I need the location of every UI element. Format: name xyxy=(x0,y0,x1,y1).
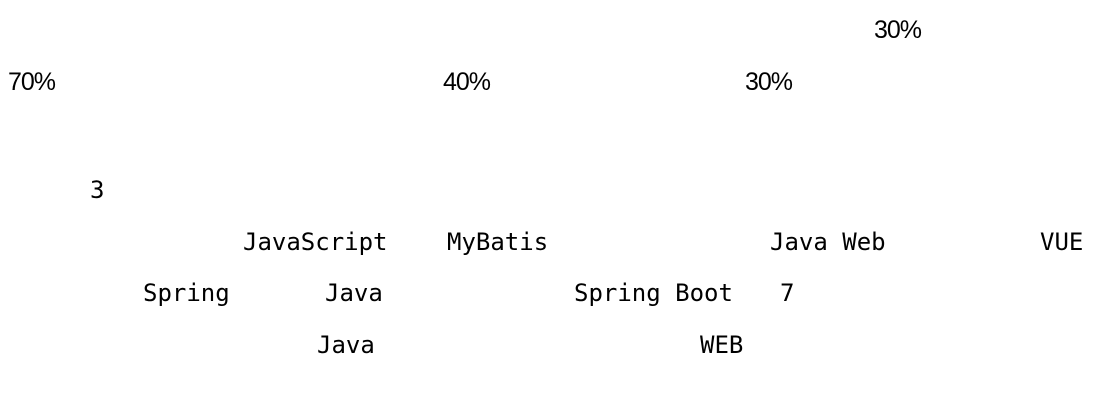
percent: 30% xyxy=(874,16,922,44)
text-fragment: WEB xyxy=(700,331,744,359)
text-fragment: 7 xyxy=(780,279,795,307)
percent: 40% xyxy=(443,68,491,96)
text-fragment: Java xyxy=(317,331,375,359)
text-fragment: Java Web xyxy=(770,228,886,256)
percent: 70% xyxy=(8,68,56,96)
text-fragment: JavaScript xyxy=(243,228,388,256)
text-fragment: Spring Boot xyxy=(574,279,733,307)
percent: 30% xyxy=(745,68,793,96)
text-fragment: Java xyxy=(325,279,383,307)
text-fragment: Spring xyxy=(143,279,230,307)
number: 3 xyxy=(90,176,105,204)
text-fragment: MyBatis xyxy=(447,228,549,256)
text-fragment: VUE xyxy=(1040,228,1084,256)
